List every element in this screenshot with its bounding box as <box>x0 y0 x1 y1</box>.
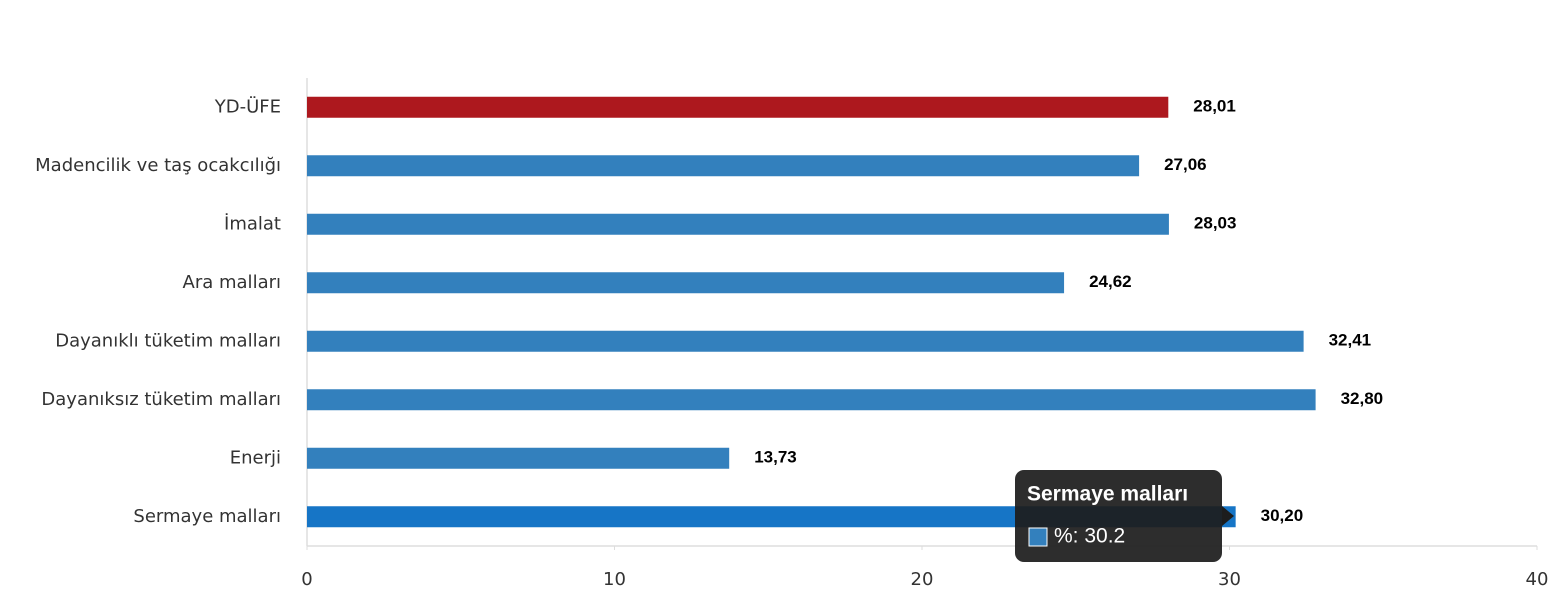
value-label: 28,01 <box>1193 97 1236 116</box>
tooltip-box <box>1015 470 1222 562</box>
y-tick-label: Enerji <box>230 447 281 468</box>
x-tick-label: 20 <box>911 569 934 590</box>
tooltip: Sermaye malları %: 30.2 <box>1015 470 1234 562</box>
bar <box>307 506 1236 528</box>
tooltip-swatch <box>1028 527 1048 547</box>
tooltip-arrow <box>1222 506 1234 526</box>
value-label: 28,03 <box>1194 214 1237 233</box>
bar <box>307 272 1065 294</box>
y-tick-label: Ara malları <box>183 272 281 293</box>
x-tick-label: 40 <box>1526 569 1549 590</box>
value-label: 30,20 <box>1261 506 1304 525</box>
bar <box>307 155 1140 177</box>
x-tick-label: 10 <box>603 569 626 590</box>
tooltip-text: %: 30.2 <box>1054 525 1125 548</box>
y-tick-label: Dayanıklı tüketim malları <box>55 330 281 351</box>
tooltip-title: Sermaye malları <box>1027 483 1188 506</box>
y-tick-label: YD-ÜFE <box>214 95 281 117</box>
value-label: 13,73 <box>754 448 797 467</box>
y-tick-label: İmalat <box>224 213 281 234</box>
y-tick-label: Sermaye malları <box>133 506 281 527</box>
value-label: 24,62 <box>1089 272 1132 291</box>
value-label: 27,06 <box>1164 155 1207 174</box>
y-tick-label: Madencilik ve taş ocakcılığı <box>35 155 281 176</box>
bar <box>307 213 1169 235</box>
value-label: 32,41 <box>1329 331 1372 350</box>
y-tick-label: Dayanıksız tüketim malları <box>41 389 281 410</box>
x-tick-label: 0 <box>301 569 312 590</box>
bar <box>307 330 1304 352</box>
value-label: 32,80 <box>1341 389 1384 408</box>
bar <box>307 96 1169 118</box>
bar <box>307 389 1316 411</box>
x-tick-label: 30 <box>1218 569 1241 590</box>
bar <box>307 447 730 469</box>
